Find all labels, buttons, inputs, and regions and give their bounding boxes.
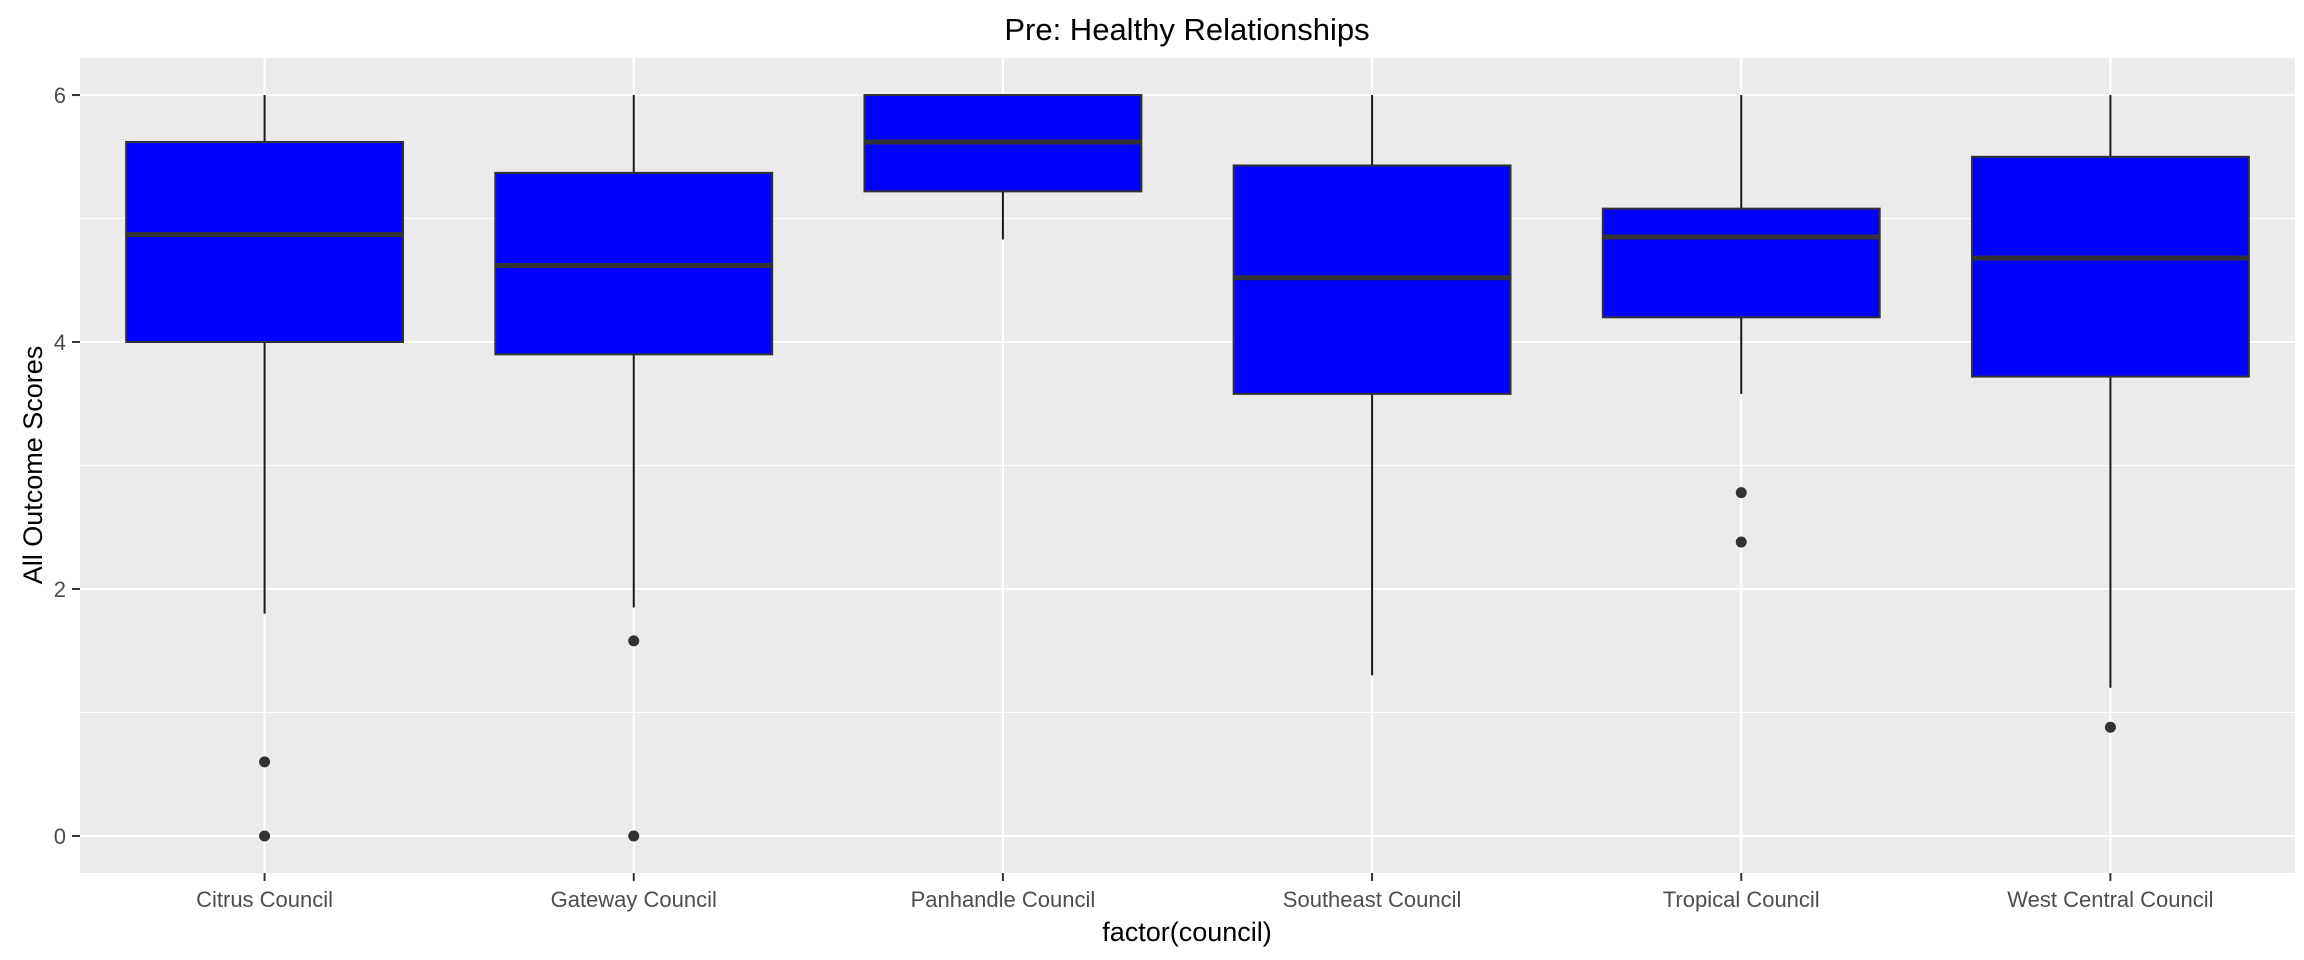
x-tick-label: Gateway Council: [551, 887, 717, 912]
chart-title: Pre: Healthy Relationships: [1004, 12, 1369, 47]
box-group: [863, 94, 1143, 240]
y-tick-label: 4: [54, 330, 66, 355]
box-group: [1232, 95, 1512, 676]
y-axis: 0 2 4 6: [54, 83, 80, 849]
x-tick-label: Southeast Council: [1283, 887, 1462, 912]
outlier-point: [1735, 487, 1747, 499]
box-group: [1970, 95, 2250, 733]
x-axis-title: factor(council): [1102, 917, 1272, 947]
x-tick-label: Tropical Council: [1663, 887, 1820, 912]
outlier-point: [628, 635, 640, 647]
x-tick-label: Citrus Council: [196, 887, 333, 912]
box-group: [1601, 95, 1881, 548]
outlier-point: [2104, 721, 2116, 733]
y-axis-title: All Outcome Scores: [18, 346, 48, 585]
outlier-point: [628, 830, 640, 842]
x-tick-label: Panhandle Council: [911, 887, 1096, 912]
y-tick-label: 2: [54, 577, 66, 602]
x-axis: Citrus Council Gateway Council Panhandle C…: [196, 873, 2214, 912]
y-tick-label: 6: [54, 83, 66, 108]
outlier-point: [259, 830, 271, 842]
x-tick-label: West Central Council: [2007, 887, 2213, 912]
box: [125, 140, 405, 344]
box-group: [494, 95, 774, 842]
boxes: [125, 94, 2250, 842]
outlier-point: [259, 756, 271, 768]
grid-minor: [80, 218, 2295, 713]
y-tick-label: 0: [54, 824, 66, 849]
box: [1970, 155, 2250, 378]
box: [1601, 207, 1881, 319]
box-group: [125, 95, 405, 842]
outlier-point: [1735, 536, 1747, 548]
